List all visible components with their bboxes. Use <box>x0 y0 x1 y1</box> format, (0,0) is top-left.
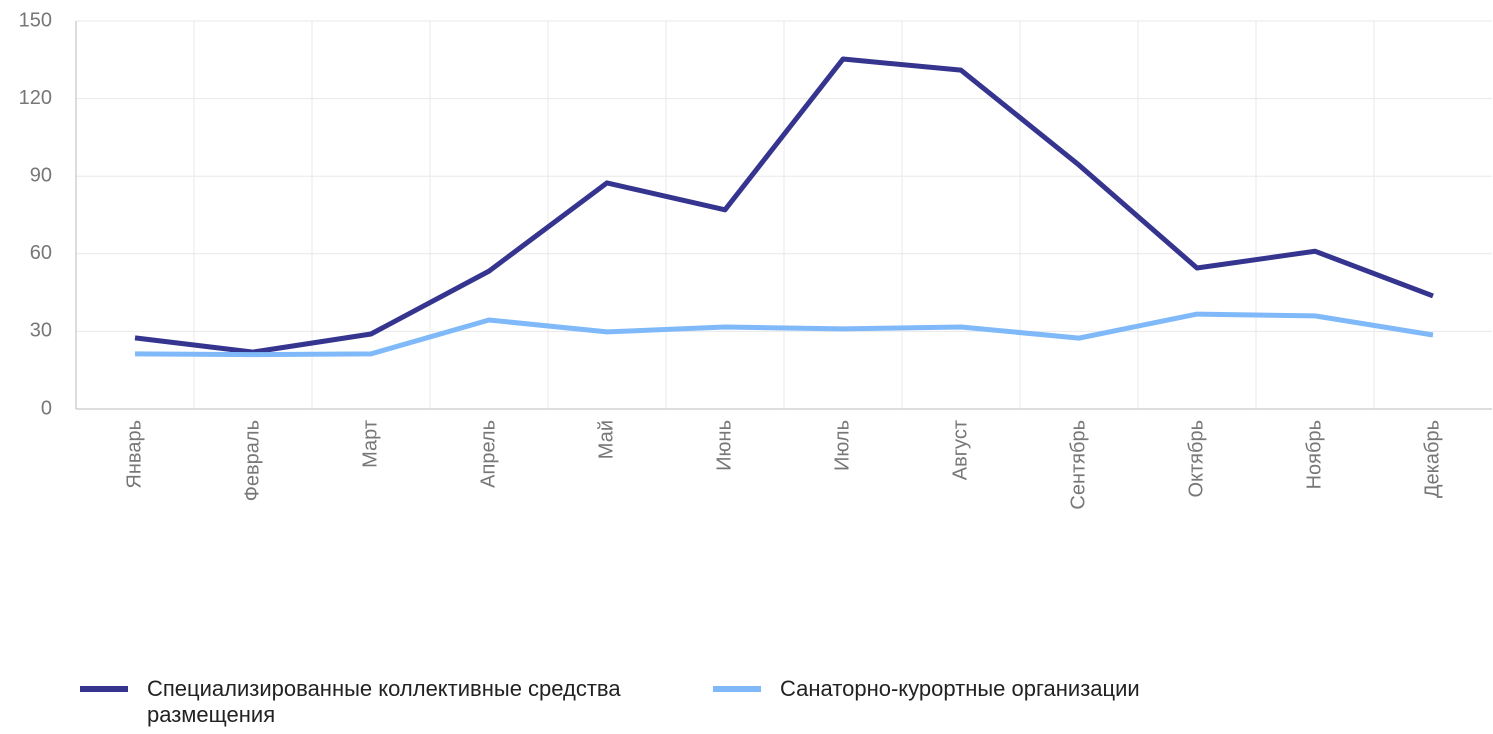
legend-item: Специализированные коллективные средства… <box>80 676 713 728</box>
x-tick-label: Декабрь <box>1421 420 1443 498</box>
legend-item: Санаторно-курортные организации <box>713 676 1260 728</box>
y-tick-label: 60 <box>30 242 52 264</box>
x-tick-label: Апрель <box>477 420 499 488</box>
y-tick-label: 120 <box>19 87 52 109</box>
series-line <box>134 56 1434 355</box>
legend-label: Санаторно-курортные организации <box>780 676 1140 701</box>
x-tick-label: Июль <box>831 420 853 471</box>
legend: Специализированные коллективные средства… <box>80 676 1260 728</box>
x-tick-label: Июнь <box>713 420 735 471</box>
x-tick-label: Октябрь <box>1185 420 1207 498</box>
x-tick-label: Январь <box>123 420 145 489</box>
x-tick-label: Август <box>949 420 971 480</box>
legend-swatch <box>80 686 128 692</box>
series-line <box>134 311 1434 358</box>
y-tick-label: 150 <box>19 9 52 31</box>
legend-label: Специализированные коллективные средства… <box>147 676 621 727</box>
x-tick-label: Май <box>595 420 617 459</box>
y-tick-label: 0 <box>41 397 52 419</box>
x-tick-label: Март <box>359 420 381 468</box>
x-tick-label: Февраль <box>241 420 263 501</box>
y-tick-label: 90 <box>30 164 52 186</box>
y-tick-label: 30 <box>30 320 52 342</box>
x-tick-label: Сентябрь <box>1067 420 1089 510</box>
chart: 0 30 60 90 120 150 Январь Февраль Март Апрель Май И… <box>19 9 1492 510</box>
x-tick-label: Ноябрь <box>1303 420 1325 489</box>
legend-swatch <box>713 686 761 692</box>
